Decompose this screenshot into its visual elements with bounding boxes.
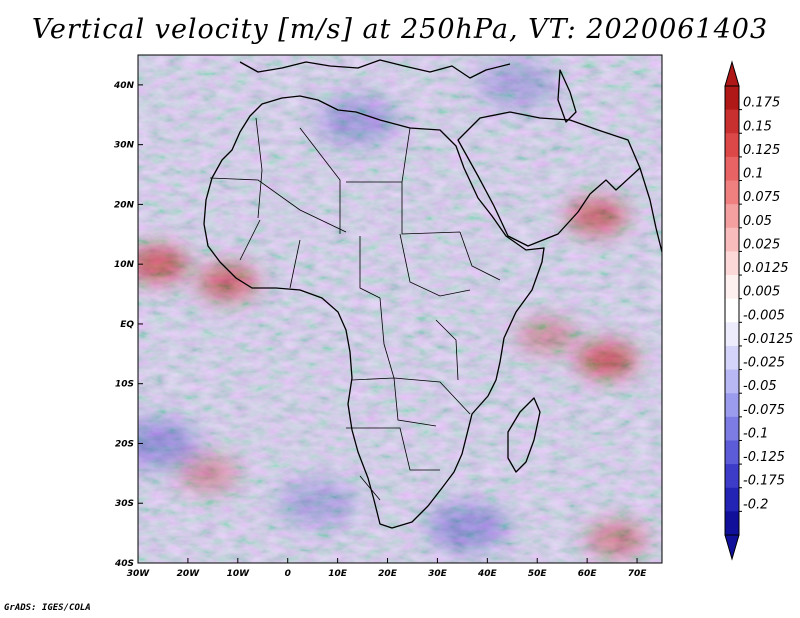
colorbar-segment — [725, 298, 739, 323]
colorbar-label: -0.125 — [743, 450, 785, 465]
lon-tick-label: 10W — [227, 569, 251, 579]
lat-tick-label: 40N — [113, 81, 135, 91]
lon-tick-label: 20E — [378, 569, 398, 579]
lon-tick-label: 40E — [477, 569, 498, 579]
colorbar-segment — [725, 109, 739, 134]
longitude-axis: 30W 20W 10W 0 10E 20E 30E 40E 50E 60E 70E — [127, 558, 647, 579]
lat-tick-label: 30S — [115, 499, 134, 509]
lon-tick-label: 10E — [328, 569, 348, 579]
colorbar-label: 0.15 — [743, 119, 772, 134]
colorbar-segment — [725, 204, 739, 229]
colorbar-segment — [725, 440, 739, 465]
colorbar-label: -0.005 — [743, 308, 785, 323]
caspian-coastline — [557, 69, 577, 123]
colorbar-min-arrow — [724, 534, 740, 561]
colorbar-label: -0.075 — [743, 403, 785, 418]
lat-tick-label: 20N — [114, 200, 135, 210]
colorbar-segment — [725, 487, 739, 512]
lon-tick-label: 20W — [177, 569, 201, 579]
border-lines — [209, 117, 501, 501]
colorbar-segment — [725, 251, 739, 276]
colorbar-label: -0.1 — [743, 426, 768, 441]
coastlines — [203, 59, 662, 529]
latitude-axis: 40N 30N 20N 10N EQ 10S 20S 30S 40S — [113, 81, 143, 569]
lon-tick-label: 30E — [428, 569, 448, 579]
lat-tick-label: 20S — [115, 439, 134, 449]
lon-tick-label: 30W — [127, 569, 151, 579]
colorbar-label: -0.05 — [743, 379, 777, 394]
lat-tick-label: 10N — [114, 260, 135, 270]
colorbar-segment — [725, 180, 739, 205]
colorbar-max-arrow — [724, 60, 740, 87]
grads-credit: GrADS: IGES/COLA — [4, 603, 91, 613]
map-title: Vertical velocity [m/s] at 250hPa, VT: 2… — [31, 14, 769, 45]
country-borders — [209, 117, 501, 501]
colorbar-segment — [725, 464, 739, 489]
colorbar-label: 0.175 — [743, 96, 780, 111]
lat-tick-label: 10S — [115, 380, 134, 390]
velocity-field — [138, 55, 662, 563]
lat-tick-label: EQ — [120, 320, 134, 330]
colorbar-segment — [725, 369, 739, 394]
colorbar-label: -0.025 — [743, 356, 785, 371]
colorbar-label: 0.0125 — [743, 261, 789, 276]
colorbar-segment — [725, 345, 739, 371]
colorbar-segment — [725, 511, 739, 536]
lat-tick-label: 30N — [114, 141, 135, 151]
colorbar: 0.175 0.15 0.125 0.1 0.075 0.05 0.025 0.0125 0.0… — [724, 60, 793, 561]
lon-tick-label: 50E — [528, 569, 548, 579]
colorbar-segment — [725, 133, 739, 158]
colorbar-label: 0.025 — [743, 237, 780, 252]
colorbar-segment — [725, 86, 739, 111]
plot-frame — [137, 54, 663, 564]
lon-tick-label: 0 — [285, 569, 291, 579]
colorbar-segment — [725, 416, 739, 441]
lon-tick-label: 70E — [628, 569, 648, 579]
colorbar-label: -0.175 — [743, 474, 785, 489]
lat-tick-label: 40S — [114, 559, 134, 569]
colorbar-label: 0.005 — [743, 285, 780, 300]
colorbar-segment — [725, 156, 739, 182]
colorbar-label: 0.125 — [743, 143, 780, 158]
colorbar-segment — [725, 393, 739, 418]
colorbar-label: 0.1 — [743, 167, 764, 182]
field-noise-texture — [138, 55, 662, 563]
europe-coastline — [239, 59, 511, 79]
colorbar-label: 0.075 — [743, 190, 780, 205]
madagascar-coastline — [507, 397, 541, 473]
arabia-coastline — [457, 111, 641, 247]
colorbar-segment — [725, 322, 739, 347]
africa-coastline — [203, 95, 545, 529]
colorbar-label: -0.2 — [743, 497, 768, 512]
colorbar-segment — [725, 227, 739, 252]
colorbar-frame — [724, 85, 740, 536]
colorbar-label: -0.0125 — [743, 332, 793, 347]
lon-tick-label: 60E — [578, 569, 598, 579]
colorbar-segment — [725, 275, 739, 300]
india-coastline — [639, 167, 662, 253]
colorbar-label: 0.05 — [743, 214, 772, 229]
